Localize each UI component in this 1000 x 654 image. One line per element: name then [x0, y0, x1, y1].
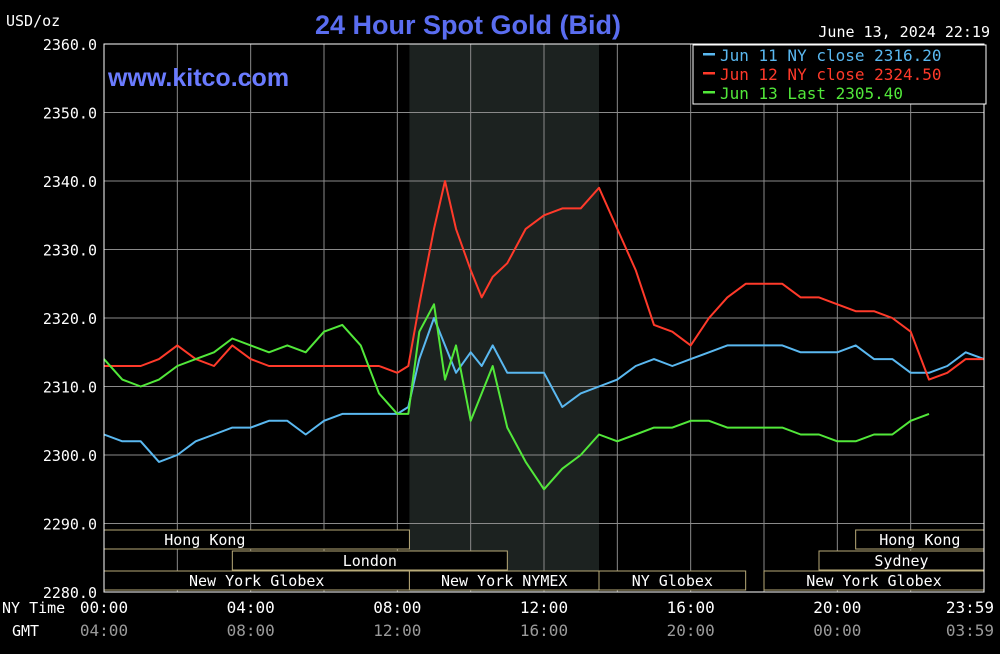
legend-entry-jun13: Jun 13 Last 2305.40	[720, 84, 903, 103]
session-label: New York Globex	[806, 572, 941, 590]
watermark: www.kitco.com	[107, 64, 289, 92]
session-label: Hong Kong	[164, 531, 245, 549]
legend-entry-jun11: Jun 11 NY close 2316.20	[720, 46, 942, 65]
x-tick-label-ny: 08:00	[373, 598, 421, 617]
x-tick-label-gmt: 00:00	[813, 621, 861, 640]
x-tick-label-ny: 20:00	[813, 598, 861, 617]
grid-lines	[104, 43, 984, 593]
session-bar	[598, 570, 747, 591]
y-tick-label: 2310.0	[43, 379, 97, 397]
legend-swatch-jun13	[703, 91, 715, 94]
price-series	[103, 180, 985, 491]
y-tick-label: 2290.0	[43, 516, 97, 534]
x-axis-ticks: 00:00 04:00 04:00 08:00 08:00 12:00 12:00 16:00…	[80, 598, 994, 640]
legend-entry-jun12: Jun 12 NY close 2324.50	[720, 65, 942, 84]
plot-frame	[103, 43, 985, 593]
y-tick-label: 2360.0	[43, 36, 97, 54]
y-tick-label: 2330.0	[43, 242, 97, 260]
x-tick-label-ny: 00:00	[80, 598, 128, 617]
x-tick-label-ny: 04:00	[227, 598, 275, 617]
session-label: Hong Kong	[879, 531, 960, 549]
x-tick-label-gmt: 20:00	[667, 621, 715, 640]
series-line-2	[104, 180, 984, 381]
series-line-1	[103, 317, 985, 463]
session-label: Sydney	[874, 552, 928, 570]
x-tick-label-gmt: 04:00	[80, 621, 128, 640]
session-bar	[231, 550, 508, 571]
x-tick-label-ny: 16:00	[667, 598, 715, 617]
legend-box	[692, 44, 987, 105]
session-bar	[103, 529, 410, 550]
y-axis-ticks: 2360.0 2350.0 2340.0 2330.0 2320.0 2310.0 2300…	[43, 36, 97, 602]
session-label: London	[343, 552, 397, 570]
y-tick-label: 2280.0	[43, 584, 97, 602]
chart-title: 24 Hour Spot Gold (Bid)	[315, 10, 621, 40]
gmt-label: GMT	[12, 622, 39, 640]
x-tick-label-gmt: 16:00	[520, 621, 568, 640]
x-tick-label-gmt: 08:00	[227, 621, 275, 640]
y-tick-label: 2340.0	[43, 173, 97, 191]
session-label: NY Globex	[632, 572, 713, 590]
timestamp: June 13, 2024 22:19	[818, 23, 990, 41]
ny-time-label: NY Time	[2, 599, 65, 617]
y-tick-label: 2300.0	[43, 447, 97, 465]
legend-swatch-jun12	[703, 72, 715, 75]
session-label: New York Globex	[189, 572, 324, 590]
unit-label: USD/oz	[6, 12, 60, 30]
legend: Jun 11 NY close 2316.20 Jun 12 NY close …	[692, 44, 987, 105]
trading-sessions: Hong Kong London New York Globex New York N…	[103, 529, 985, 591]
legend-swatch-jun11	[703, 53, 715, 56]
y-tick-label: 2320.0	[43, 310, 97, 328]
series-line-3	[103, 303, 930, 491]
x-tick-label-gmt: 03:59	[946, 621, 994, 640]
x-tick-label-gmt: 12:00	[373, 621, 421, 640]
y-tick-label: 2350.0	[43, 105, 97, 123]
session-label: New York NYMEX	[441, 572, 567, 590]
x-tick-label-ny: 23:59	[946, 598, 994, 617]
x-tick-label-ny: 12:00	[520, 598, 568, 617]
